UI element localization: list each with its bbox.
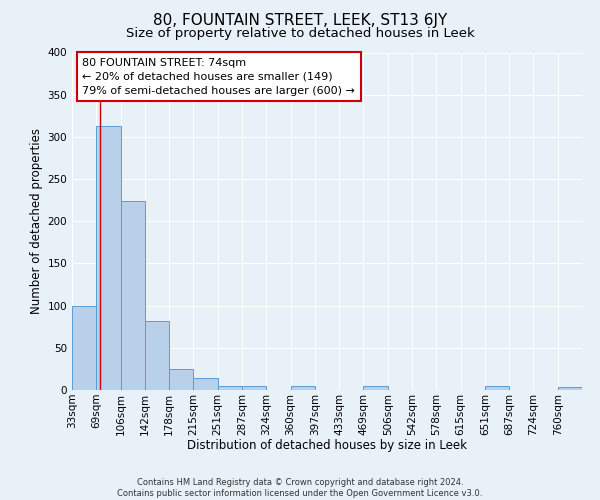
Bar (558, 388, 582, 390)
Text: Contains HM Land Registry data © Crown copyright and database right 2024.
Contai: Contains HM Land Registry data © Crown c… (118, 478, 482, 498)
Text: Size of property relative to detached houses in Leek: Size of property relative to detached ho… (125, 28, 475, 40)
X-axis label: Distribution of detached houses by size in Leek: Distribution of detached houses by size … (187, 439, 467, 452)
Bar (72, 306, 96, 390)
Bar (169, 369, 193, 390)
Bar (485, 386, 509, 390)
Bar (96, 126, 121, 390)
Bar (218, 386, 242, 390)
Text: 80 FOUNTAIN STREET: 74sqm
← 20% of detached houses are smaller (149)
79% of semi: 80 FOUNTAIN STREET: 74sqm ← 20% of detac… (82, 58, 355, 96)
Y-axis label: Number of detached properties: Number of detached properties (30, 128, 43, 314)
Bar (364, 386, 388, 390)
Bar (145, 321, 169, 390)
Bar (242, 386, 266, 390)
Text: 80, FOUNTAIN STREET, LEEK, ST13 6JY: 80, FOUNTAIN STREET, LEEK, ST13 6JY (153, 12, 447, 28)
Bar (121, 201, 145, 390)
Bar (290, 386, 315, 390)
Bar (193, 378, 218, 390)
